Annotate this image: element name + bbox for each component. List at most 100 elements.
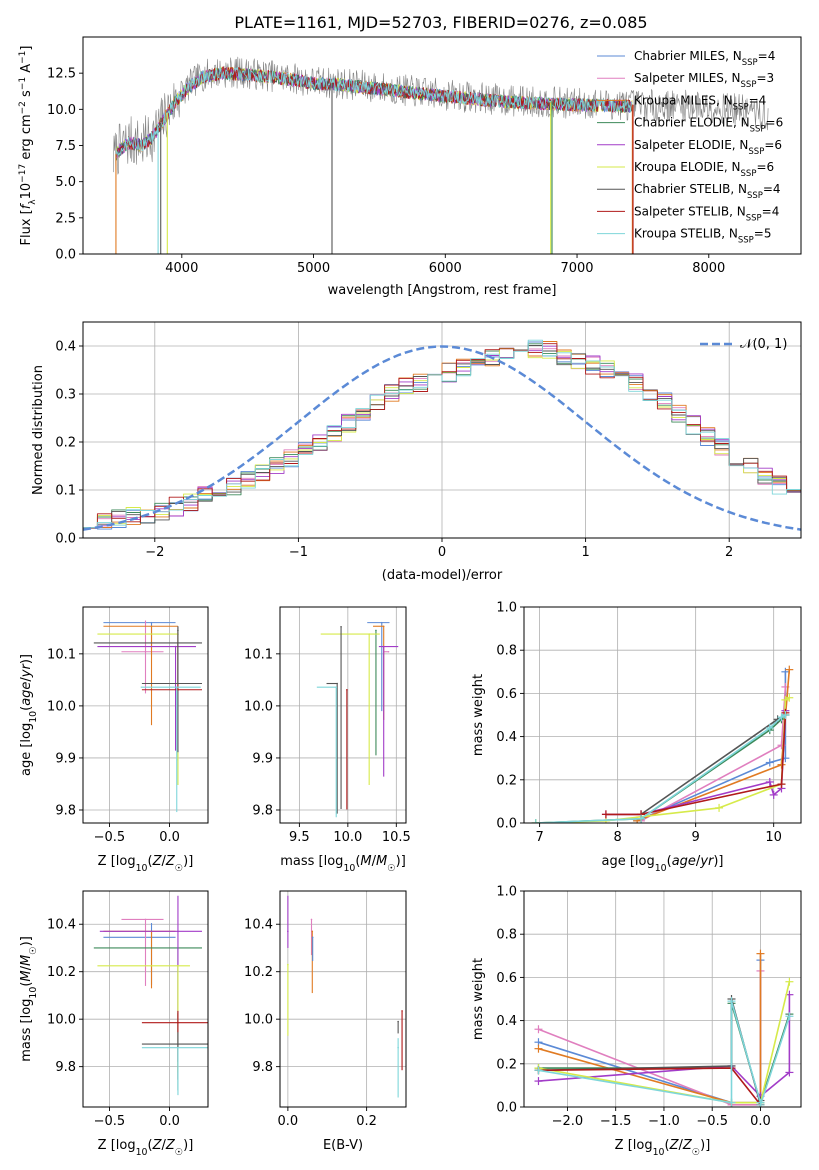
legend-text: =6: [764, 138, 782, 152]
legend-entry: Kroupa ELODIE, NSSP=6: [634, 160, 774, 179]
plot-area: [287, 895, 403, 1098]
label-part: M: [360, 854, 371, 869]
plot-area: [531, 665, 794, 823]
y-tick-label: 10.2: [244, 965, 273, 980]
axes-frame: [82, 36, 802, 255]
y-tick-label: 12.5: [47, 67, 76, 82]
legend-entry: Kroupa STELIB, NSSP=5: [634, 227, 772, 246]
label-part: )]: [700, 1138, 710, 1153]
legend-entry: Salpeter STELIB, NSSP=4: [634, 204, 779, 223]
label-part: yr: [19, 662, 34, 678]
legend-entry: Chabrier ELODIE, NSSP=6: [634, 116, 783, 135]
x-tick-label: 7000: [560, 261, 593, 276]
normal-distribution-curve: [83, 345, 801, 531]
spectrum-y-label: Flux [fλ10−17 erg cm−2 s−1 A−1]: [18, 46, 38, 246]
y-tick-label: 0.2: [55, 436, 76, 451]
label-part: yr: [699, 854, 715, 869]
legend-subscript: SSP: [750, 125, 766, 135]
label-part: /: [161, 854, 166, 869]
legend-text: Kroupa MILES, N: [634, 93, 733, 107]
x-tick-label: −2.0: [552, 1114, 584, 1129]
data-point: [144, 650, 147, 653]
x-tick-label: 8000: [692, 261, 725, 276]
y-tick-label: 0.2: [496, 773, 517, 788]
data-point: [177, 964, 179, 967]
residual-histogram-step: [83, 341, 801, 529]
legend-text: =3: [756, 71, 774, 85]
label-part: mass [: [19, 1018, 34, 1061]
data-point: [387, 650, 390, 653]
legend-subscript: SSP: [741, 169, 757, 179]
y-tick-label: 0.1: [55, 484, 76, 499]
y-tick-label: 0.3: [55, 388, 76, 403]
label-part: ☉: [28, 946, 39, 954]
label-part: −17: [18, 164, 28, 183]
residual-x-label: (data-model)/error: [382, 568, 503, 583]
y-tick-label: 10.1: [244, 647, 273, 662]
axes-frame: [523, 890, 802, 1108]
legend-text: =4: [758, 49, 776, 63]
axes-frame: [82, 890, 209, 1108]
weight-series-line: [535, 714, 786, 823]
weight_vs_age-y-label: mass weight: [471, 674, 486, 756]
label-part: Z: [165, 1138, 176, 1153]
weight-series-line: [535, 714, 786, 823]
x-tick-label: −0.5: [94, 1114, 126, 1129]
label-part: Z: [669, 1138, 680, 1153]
data-point: [287, 963, 289, 966]
label-part: age: [19, 682, 34, 706]
y-tick-label: 0.0: [55, 248, 76, 263]
x-tick-label: 9.5: [289, 830, 310, 845]
x-tick-label: 6000: [429, 261, 462, 276]
plot-area: [93, 620, 202, 813]
label-part: 10: [28, 711, 39, 723]
label-part: )]: [183, 854, 193, 869]
label-part: age [: [601, 854, 634, 869]
data-point: [174, 645, 177, 648]
y-tick-label: 9.9: [55, 751, 76, 766]
y-tick-label: 0.0: [496, 817, 517, 832]
mass_vs_EBV-x-label: E(B-V): [323, 1138, 363, 1153]
panel-age_vs_Z: −0.5 0.09.89.910.010.1Z [log10(Z/Z☉)]age …: [19, 606, 209, 874]
y-tick-label: 2.5: [55, 211, 76, 226]
x-tick-label: 5000: [297, 261, 330, 276]
label-part: age: [672, 854, 696, 869]
age_vs_Z-x-label: Z [log10(Z/Z☉)]: [98, 854, 194, 874]
label-part: M: [19, 955, 34, 966]
legend-entry: Kroupa MILES, NSSP=4: [634, 93, 766, 112]
plot-area: [316, 621, 399, 818]
x-tick-label: −1.0: [648, 1114, 680, 1129]
spectrum-x-label: wavelength [Angstrom, rest frame]: [328, 283, 557, 298]
label-part: )]: [396, 854, 406, 869]
data-point: [177, 1021, 179, 1024]
label-part: /: [19, 965, 34, 970]
label-part: Z: [165, 854, 176, 869]
data-point: [177, 1043, 179, 1045]
axes-frame: [279, 890, 407, 1108]
label-part: (: [667, 854, 672, 869]
panel-residuals: −2 −1 0 1 2 0.0 0.1 0.2 0.3 0.4 (data-model)/error…: [31, 321, 802, 583]
label-part: log: [19, 999, 34, 1019]
y-tick-label: 0.2: [496, 1057, 517, 1072]
data-point: [175, 686, 178, 688]
mass_vs_Z-y-label: mass [log10(M/M☉)]: [19, 936, 39, 1062]
x-tick-label: 0.0: [278, 1114, 299, 1129]
y-tick-label: 9.8: [252, 803, 273, 818]
label-part: Z [: [98, 1138, 116, 1153]
axes-frame: [82, 606, 209, 824]
panel-mass_vs_Z: −0.5 0.09.810.010.210.4Z [log10(Z/Z☉)]mas…: [19, 890, 209, 1158]
y-tick-label: 10.2: [47, 965, 76, 980]
label-part: 10: [653, 1147, 665, 1158]
label-part: /: [372, 854, 377, 869]
label-part: Z: [152, 854, 163, 869]
x-tick-label: 9: [692, 830, 700, 845]
age_vs_Z-y-label: age [log10(age/yr)]: [19, 654, 39, 776]
model-spectrum-line: [115, 67, 633, 159]
data-point: [150, 621, 153, 624]
weight-series-line: [605, 712, 787, 816]
weight-series-line: [538, 981, 791, 1104]
label-part: log: [19, 723, 34, 743]
label-part: (: [148, 854, 153, 869]
